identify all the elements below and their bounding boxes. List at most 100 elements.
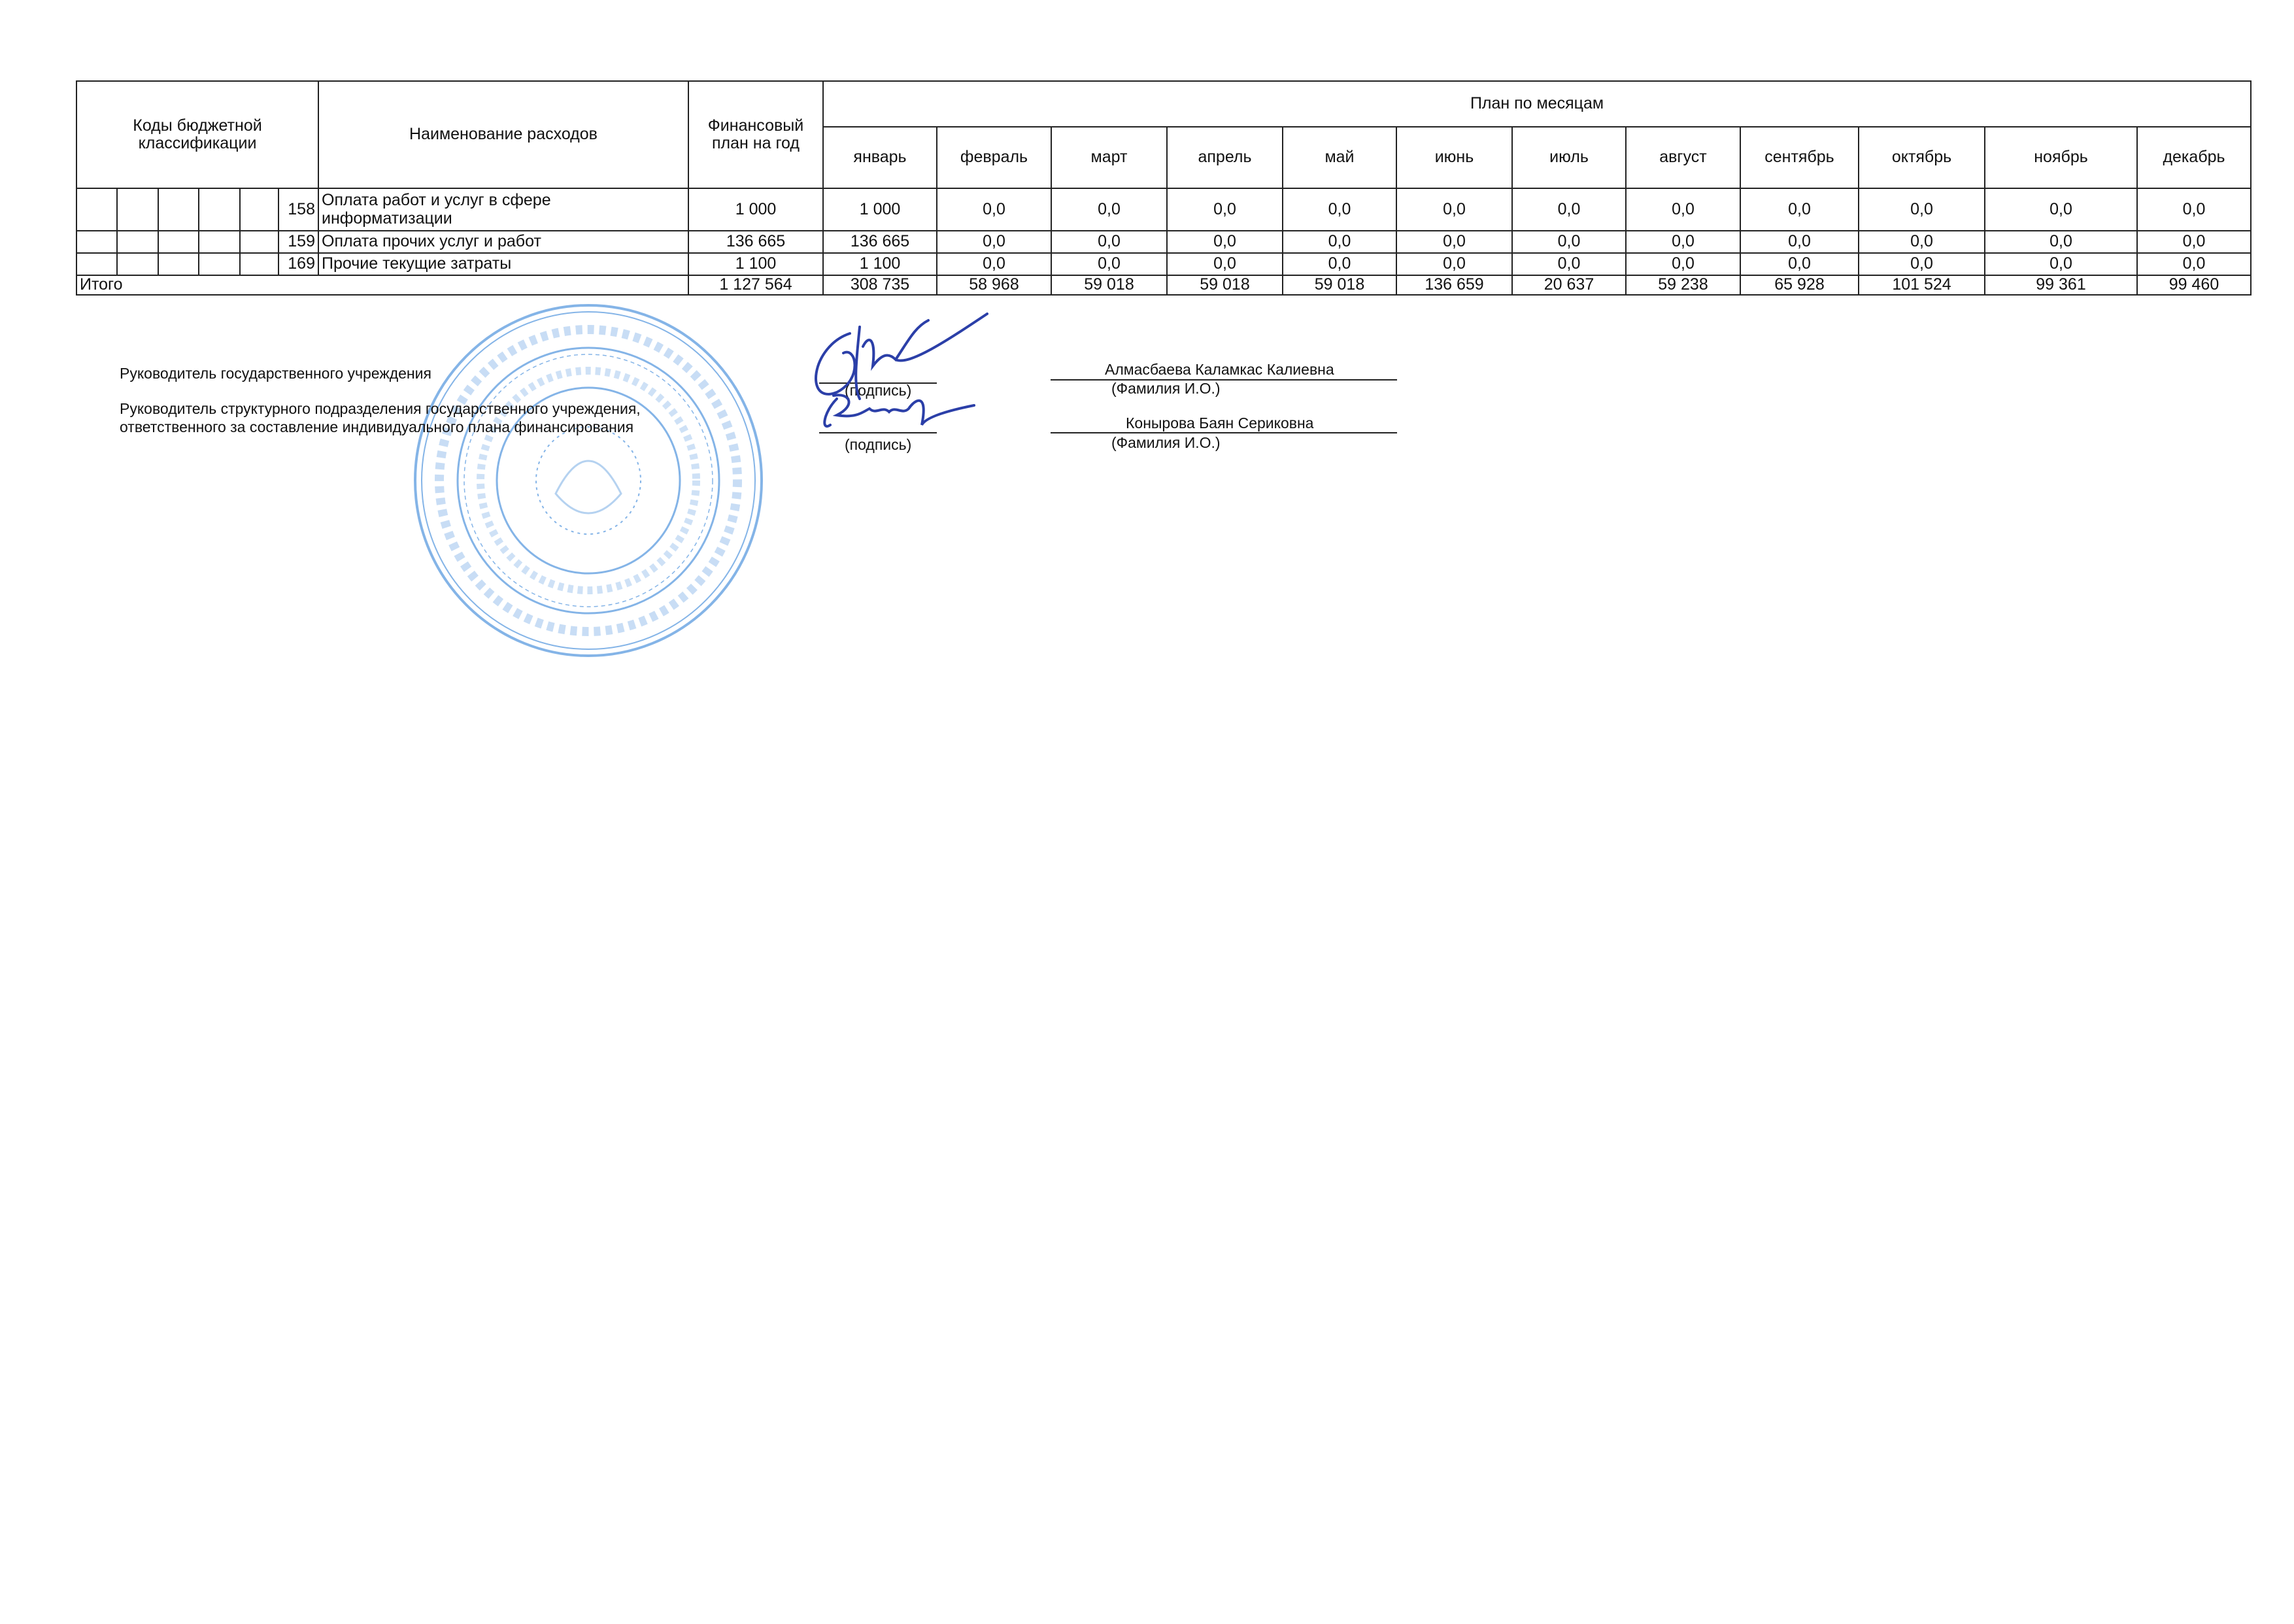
month-value: 0,0 — [1625, 230, 1741, 254]
header-name: Наименование расходов — [318, 80, 689, 189]
month-header-0: январь — [822, 126, 937, 189]
annual-plan: 136 665 — [688, 230, 824, 254]
month-value: 0,0 — [1282, 230, 1397, 254]
table-row: 159 Оплата прочих услуг и работ 136 665 136… — [76, 230, 2252, 254]
month-value: 1 100 — [822, 252, 937, 276]
month-value: 0,0 — [2136, 230, 2252, 254]
header-annual: Финансовый план на год — [688, 80, 824, 189]
code-subcell — [239, 188, 279, 231]
total-month-value: 65 928 — [1740, 275, 1859, 296]
code-subcell — [158, 230, 199, 254]
month-value: 0,0 — [936, 252, 1052, 276]
total-month-value: 59 018 — [1166, 275, 1283, 296]
table-row: 169 Прочие текущие затраты 1 100 1 100 0,0 0,… — [76, 252, 2252, 276]
head-signature-line — [819, 382, 937, 384]
code-subcell — [158, 188, 199, 231]
total-month-value: 59 238 — [1625, 275, 1741, 296]
budget-code: 169 — [278, 252, 319, 276]
month-header-11: декабрь — [2136, 126, 2252, 189]
month-value: 0,0 — [2136, 188, 2252, 231]
code-subcell — [76, 230, 118, 254]
month-value: 0,0 — [1166, 252, 1283, 276]
dept-name: Конырова Баян Сериковна — [1126, 414, 1314, 431]
code-subcell — [198, 188, 241, 231]
code-subcell — [239, 252, 279, 276]
month-value: 0,0 — [1740, 188, 1859, 231]
dept-label-line2: ответственного за составление индивидуал… — [120, 418, 634, 435]
expense-name: Оплата работ и услуг в сфере информатиза… — [318, 188, 689, 231]
code-subcell — [198, 230, 241, 254]
total-month-value: 58 968 — [936, 275, 1052, 296]
month-header-10: ноябрь — [1984, 126, 2138, 189]
dept-signature — [823, 394, 975, 428]
total-month-value: 99 361 — [1984, 275, 2138, 296]
table-row: 158 Оплата работ и услуг в сфере информат… — [76, 188, 2252, 231]
month-value: 0,0 — [1051, 188, 1168, 231]
month-header-8: сентябрь — [1740, 126, 1859, 189]
dept-label-line1: Руководитель структурного подразделения … — [120, 400, 641, 417]
months-header-row: январь февраль март апрель май июнь июль август… — [76, 126, 2252, 189]
month-value: 0,0 — [1396, 188, 1513, 231]
month-value: 0,0 — [1051, 252, 1168, 276]
total-month-value: 101 524 — [1858, 275, 1985, 296]
month-value: 0,0 — [1051, 230, 1168, 254]
total-month-value: 59 018 — [1051, 275, 1168, 296]
budget-code: 159 — [278, 230, 319, 254]
month-value: 0,0 — [1166, 230, 1283, 254]
header-monthly-plan: План по месяцам — [822, 80, 2252, 127]
month-header-7: август — [1625, 126, 1741, 189]
total-month-value: 59 018 — [1282, 275, 1397, 296]
month-value: 0,0 — [1625, 252, 1741, 276]
month-value: 0,0 — [1625, 188, 1741, 231]
total-month-value: 308 735 — [822, 275, 937, 296]
month-value: 136 665 — [822, 230, 937, 254]
head-signature — [815, 313, 988, 400]
month-value: 0,0 — [1396, 230, 1513, 254]
dept-signature-line — [819, 432, 937, 433]
budget-code: 158 — [278, 188, 319, 231]
month-value: 0,0 — [1858, 230, 1985, 254]
header-codes: Коды бюджетной классификации — [76, 80, 319, 189]
month-value: 0,0 — [1858, 252, 1985, 276]
annual-plan: 1 100 — [688, 252, 824, 276]
month-header-4: май — [1282, 126, 1397, 189]
month-header-6: июль — [1511, 126, 1627, 189]
month-value: 0,0 — [2136, 252, 2252, 276]
code-subcell — [239, 230, 279, 254]
month-value: 0,0 — [1282, 188, 1397, 231]
month-value: 0,0 — [1740, 230, 1859, 254]
dept-name-caption: (Фамилия И.О.) — [1111, 434, 1221, 451]
dept-signature-caption: (подпись) — [845, 436, 912, 453]
total-label: Итого — [76, 275, 689, 296]
month-value: 0,0 — [1166, 188, 1283, 231]
month-value: 0,0 — [1984, 252, 2138, 276]
head-label: Руководитель государственного учреждения — [120, 365, 431, 382]
month-value: 0,0 — [936, 188, 1052, 231]
month-value: 0,0 — [1511, 252, 1627, 276]
code-subcell — [116, 188, 159, 231]
total-annual: 1 127 564 — [688, 275, 824, 296]
month-header-9: октябрь — [1858, 126, 1985, 189]
month-value: 0,0 — [1396, 252, 1513, 276]
month-value: 0,0 — [1858, 188, 1985, 231]
total-month-value: 136 659 — [1396, 275, 1513, 296]
expense-name: Оплата прочих услуг и работ — [318, 230, 689, 254]
total-month-value: 99 460 — [2136, 275, 2252, 296]
month-value: 1 000 — [822, 188, 937, 231]
head-name: Алмасбаева Каламкас Калиевна — [1105, 361, 1334, 378]
code-subcell — [198, 252, 241, 276]
month-value: 0,0 — [936, 230, 1052, 254]
financing-plan-table: Коды бюджетной классификации Наименовани… — [76, 80, 2252, 296]
month-value: 0,0 — [1740, 252, 1859, 276]
annual-plan: 1 000 — [688, 188, 824, 231]
month-header-3: апрель — [1166, 126, 1283, 189]
month-value: 0,0 — [1282, 252, 1397, 276]
head-name-caption: (Фамилия И.О.) — [1111, 380, 1221, 397]
code-subcell — [76, 188, 118, 231]
month-value: 0,0 — [1984, 230, 2138, 254]
dept-name-line — [1051, 432, 1397, 433]
code-subcell — [76, 252, 118, 276]
month-value: 0,0 — [1511, 188, 1627, 231]
total-month-value: 20 637 — [1511, 275, 1627, 296]
month-header-5: июнь — [1396, 126, 1513, 189]
